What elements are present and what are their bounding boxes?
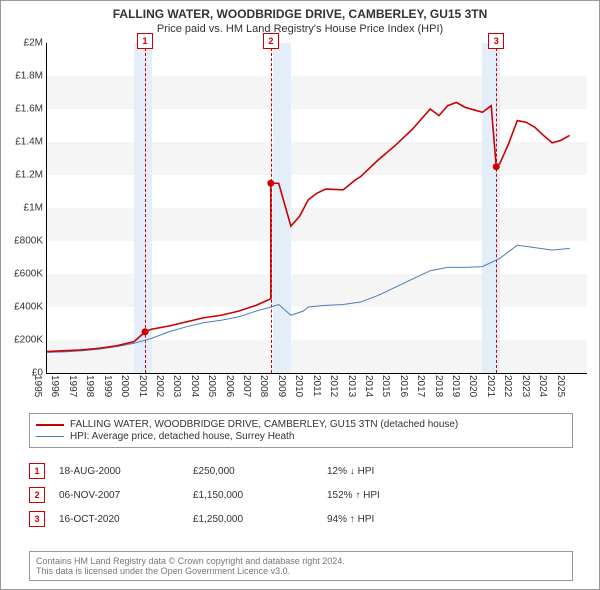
legend-swatch-red [36, 424, 64, 426]
legend-swatch-blue [36, 436, 64, 437]
x-tick-label: 2013 [346, 375, 357, 397]
sale-date: 16-OCT-2020 [59, 514, 179, 525]
sale-delta: 12% ↓ HPI [327, 466, 447, 477]
sale-dot [267, 180, 274, 187]
legend-label-blue: HPI: Average price, detached house, Surr… [70, 431, 294, 442]
footer-line-1: Contains HM Land Registry data © Crown c… [36, 556, 566, 566]
x-tick-label: 2017 [415, 375, 426, 397]
x-tick-label: 2007 [241, 375, 252, 397]
title-area: FALLING WATER, WOODBRIDGE DRIVE, CAMBERL… [1, 1, 599, 39]
x-tick-label: 2020 [467, 375, 478, 397]
x-tick-label: 2021 [485, 375, 496, 397]
x-tick-label: 2016 [398, 375, 409, 397]
sale-date: 06-NOV-2007 [59, 490, 179, 501]
x-tick-label: 1997 [67, 375, 78, 397]
chart-plot-area: £0£200K£400K£600K£800K£1M£1.2M£1.4M£1.6M… [46, 43, 587, 374]
x-tick-label: 2019 [450, 375, 461, 397]
x-tick-label: 1998 [84, 375, 95, 397]
chart-container: FALLING WATER, WOODBRIDGE DRIVE, CAMBERL… [0, 0, 600, 590]
sale-price: £1,250,000 [193, 514, 313, 525]
x-tick-label: 2024 [537, 375, 548, 397]
y-tick-label: £1.4M [15, 137, 43, 148]
sale-row: 1 18-AUG-2000 £250,000 12% ↓ HPI [29, 459, 573, 483]
sale-row: 2 06-NOV-2007 £1,150,000 152% ↑ HPI [29, 483, 573, 507]
x-tick-label: 2000 [119, 375, 130, 397]
y-tick-label: £400K [14, 302, 43, 313]
sale-row-marker: 3 [29, 511, 45, 527]
x-tick-label: 2009 [276, 375, 287, 397]
x-tick-label: 1995 [32, 375, 43, 397]
y-tick-label: £1.6M [15, 104, 43, 115]
x-tick-label: 2012 [328, 375, 339, 397]
chart-title: FALLING WATER, WOODBRIDGE DRIVE, CAMBERL… [11, 7, 589, 21]
y-tick-label: £1M [24, 203, 43, 214]
y-tick-label: £600K [14, 269, 43, 280]
sale-row: 3 16-OCT-2020 £1,250,000 94% ↑ HPI [29, 507, 573, 531]
legend-box: FALLING WATER, WOODBRIDGE DRIVE, CAMBERL… [29, 413, 573, 448]
legend-label-red: FALLING WATER, WOODBRIDGE DRIVE, CAMBERL… [70, 419, 458, 430]
x-tick-label: 2018 [433, 375, 444, 397]
footer-box: Contains HM Land Registry data © Crown c… [29, 551, 573, 581]
x-tick-label: 2011 [311, 375, 322, 397]
x-tick-label: 2010 [293, 375, 304, 397]
x-tick-label: 2005 [206, 375, 217, 397]
x-tick-label: 2023 [520, 375, 531, 397]
sale-dot [142, 328, 149, 335]
y-tick-label: £2M [24, 38, 43, 49]
y-tick-label: £200K [14, 335, 43, 346]
legend-row-property: FALLING WATER, WOODBRIDGE DRIVE, CAMBERL… [36, 419, 566, 430]
y-tick-label: £800K [14, 236, 43, 247]
sale-delta: 94% ↑ HPI [327, 514, 447, 525]
sale-row-marker: 1 [29, 463, 45, 479]
sale-dot [493, 163, 500, 170]
x-tick-label: 2008 [258, 375, 269, 397]
sale-date: 18-AUG-2000 [59, 466, 179, 477]
sales-table: 1 18-AUG-2000 £250,000 12% ↓ HPI 2 06-NOV-200… [29, 459, 573, 531]
x-tick-label: 2015 [380, 375, 391, 397]
y-tick-label: £1.2M [15, 170, 43, 181]
x-tick-label: 2003 [171, 375, 182, 397]
sale-price: £250,000 [193, 466, 313, 477]
x-tick-label: 2002 [154, 375, 165, 397]
footer-line-2: This data is licensed under the Open Gov… [36, 566, 566, 576]
legend-row-hpi: HPI: Average price, detached house, Surr… [36, 431, 566, 442]
x-tick-label: 1996 [49, 375, 60, 397]
x-tick-label: 2014 [363, 375, 374, 397]
x-tick-label: 1999 [102, 375, 113, 397]
y-tick-label: £1.8M [15, 71, 43, 82]
x-tick-label: 2006 [224, 375, 235, 397]
x-tick-label: 2004 [189, 375, 200, 397]
x-tick-label: 2001 [137, 375, 148, 397]
sale-delta: 152% ↑ HPI [327, 490, 447, 501]
chart-lines [47, 43, 587, 373]
sale-row-marker: 2 [29, 487, 45, 503]
x-tick-label: 2022 [502, 375, 513, 397]
sale-price: £1,150,000 [193, 490, 313, 501]
x-tick-label: 2025 [555, 375, 566, 397]
